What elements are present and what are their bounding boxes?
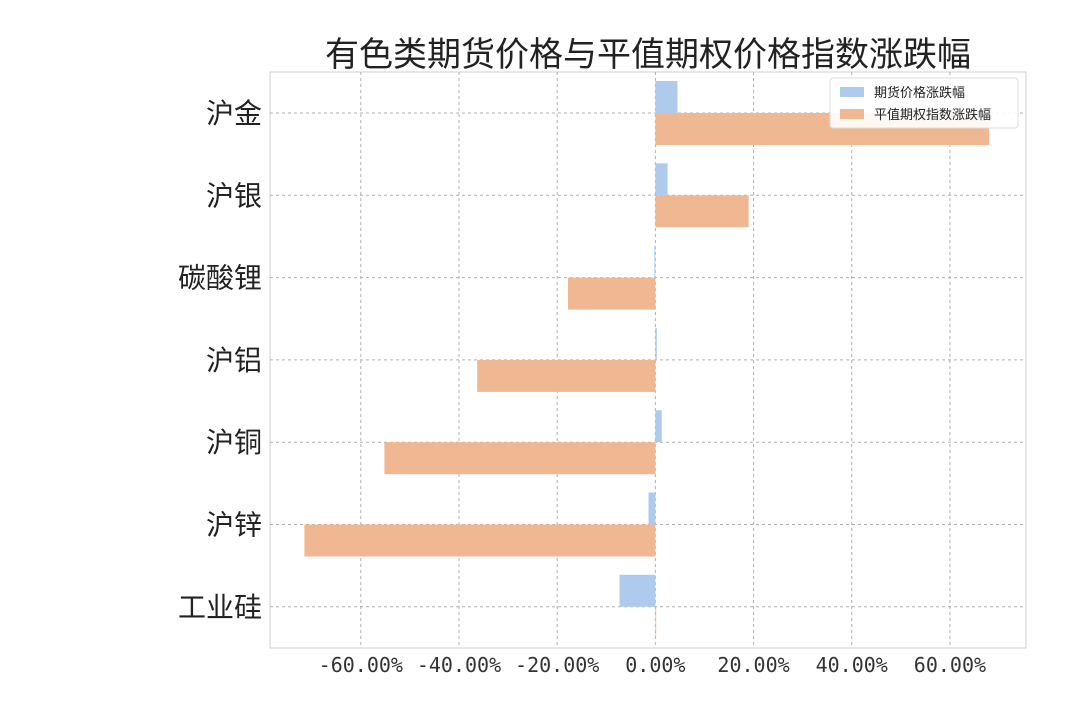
legend-box [829, 77, 1019, 129]
category-label: 沪锌 [206, 509, 262, 542]
bar-options [304, 524, 656, 557]
x-tick-label: -60.00% [319, 653, 403, 677]
x-tick-label: 60.00% [914, 653, 986, 677]
x-tick-label: 40.00% [816, 653, 888, 677]
x-tick-label: 0.00% [625, 653, 685, 677]
x-tick-label: 20.00% [717, 653, 789, 677]
bar-options [477, 359, 656, 392]
category-label: 沪铜 [206, 426, 262, 459]
x-tick-labels: -60.00% -40.00% -20.00% 0.00% 20.00% 40.00% 60… [319, 653, 986, 677]
legend: 期货价格涨跌幅 平值期权指数涨跌幅 [829, 77, 1019, 129]
chart-title: 有色类期货价格与平值期权价格指数涨跌幅 [325, 35, 971, 75]
bar-futures [655, 327, 657, 360]
bar-options [567, 277, 656, 310]
bar-options [655, 606, 657, 639]
bar-futures [654, 245, 656, 278]
bar-futures [648, 492, 656, 525]
bar-futures [655, 163, 668, 196]
category-label: 沪金 [206, 97, 262, 130]
bar-futures [655, 81, 678, 113]
legend-label-options: 平值期权指数涨跌幅 [874, 107, 991, 123]
category-label: 工业硅 [178, 591, 262, 624]
x-tick-label: -20.00% [515, 653, 599, 677]
bar-futures [619, 574, 656, 607]
legend-label-futures: 期货价格涨跌幅 [874, 85, 965, 101]
bar-options [384, 442, 656, 475]
category-label: 沪铝 [206, 344, 262, 377]
category-label: 沪银 [206, 179, 262, 212]
x-tick-label: -40.00% [417, 653, 501, 677]
bar-futures [655, 410, 662, 443]
legend-swatch-futures [840, 87, 864, 97]
legend-swatch-options [840, 109, 864, 119]
category-label: 碳酸锂 [178, 262, 262, 295]
bar-options [655, 195, 749, 228]
bars [304, 81, 990, 639]
